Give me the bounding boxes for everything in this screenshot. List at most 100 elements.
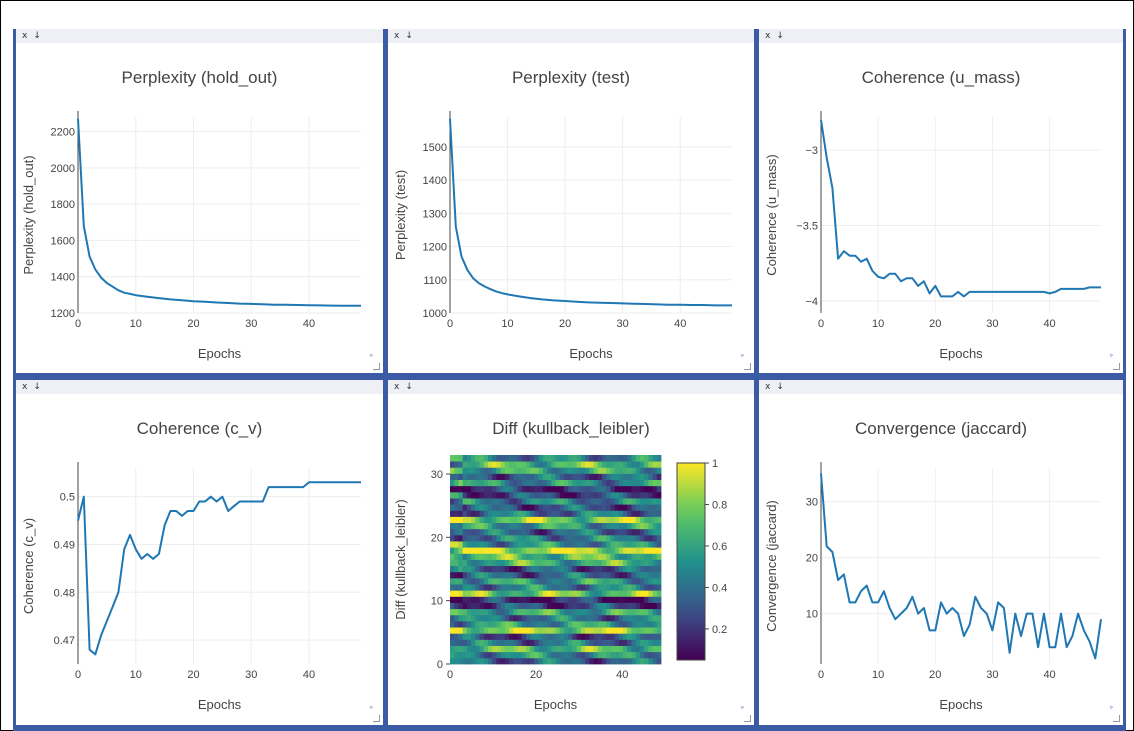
heatmap-cell: [492, 553, 497, 560]
heatmap-cell: [483, 485, 489, 493]
heatmap-cell: [555, 516, 561, 524]
heatmap-cell: [534, 559, 540, 567]
heatmap-cell: [631, 467, 637, 474]
heatmap-cell: [618, 571, 624, 579]
heatmap-cell: [563, 559, 569, 567]
heatmap-cell: [656, 547, 662, 554]
y-tick-label: −4: [805, 296, 818, 308]
heatmap-cell: [517, 473, 523, 480]
heatmap-cell: [623, 534, 628, 542]
heatmap-cell: [500, 571, 506, 579]
heatmap-cell: [551, 516, 556, 524]
heatmap-cell: [454, 565, 459, 573]
heatmap-cell: [614, 639, 620, 646]
heatmap-cell: [580, 553, 586, 560]
heatmap-cell: [542, 534, 548, 542]
pin-icon[interactable]: ↓: [776, 382, 784, 392]
heatmap-cell: [572, 473, 577, 480]
heatmap-cell: [555, 510, 561, 517]
heatmap-cell: [479, 620, 485, 628]
x-tick-label: 10: [130, 669, 142, 681]
close-icon[interactable]: x: [22, 31, 28, 41]
heatmap-cell: [623, 516, 628, 524]
close-icon[interactable]: x: [22, 382, 28, 392]
heatmap-cell: [652, 510, 658, 517]
resize-handle[interactable]: [1113, 715, 1120, 722]
resize-handle[interactable]: [373, 715, 380, 722]
resize-handle[interactable]: [1113, 363, 1120, 370]
pin-icon[interactable]: ↓: [776, 31, 784, 41]
heatmap-cell: [504, 479, 510, 487]
close-icon[interactable]: x: [765, 31, 771, 41]
heatmap-cell: [525, 479, 531, 487]
resize-handle[interactable]: [744, 363, 751, 370]
heatmap-cell: [462, 461, 468, 468]
heatmap-cell: [487, 620, 493, 628]
close-icon[interactable]: x: [765, 382, 771, 392]
heatmap-cell: [517, 553, 523, 560]
heatmap-cell: [648, 620, 653, 628]
heatmap-cell: [534, 498, 540, 505]
heatmap-cell: [631, 455, 637, 462]
heatmap-cell: [631, 620, 637, 628]
heatmap-cell: [509, 596, 514, 603]
heatmap-cell: [551, 639, 556, 646]
heatmap-cell: [471, 522, 476, 530]
heatmap-cell: [639, 633, 645, 640]
heatmap-cell: [555, 651, 561, 659]
heatmap-cell: [454, 627, 459, 634]
heatmap-cell: [656, 614, 662, 622]
heatmap-cell: [589, 528, 594, 536]
heatmap-cell: [563, 473, 569, 480]
resize-handle[interactable]: [744, 715, 751, 722]
resize-handle[interactable]: [373, 363, 380, 370]
y-tick-label: 1100: [423, 275, 447, 287]
heatmap-cell: [618, 455, 624, 462]
heatmap-cell: [618, 596, 624, 603]
pin-icon[interactable]: ↓: [405, 31, 413, 41]
heatmap-cell: [614, 584, 620, 591]
heatmap-cell: [614, 473, 620, 480]
heatmap-cell: [644, 614, 649, 622]
close-icon[interactable]: x: [394, 382, 400, 392]
heatmap-cell: [656, 627, 662, 634]
heatmap-cell: [589, 455, 594, 462]
heatmap-cell: [572, 614, 577, 622]
heatmap-cell: [648, 553, 653, 560]
heatmap-cell: [471, 633, 476, 640]
heatmap-cell: [589, 590, 594, 597]
heatmap-cell: [618, 528, 624, 536]
pin-icon[interactable]: ↓: [33, 382, 41, 392]
heatmap-cell: [534, 608, 540, 616]
x-tick-label: 10: [872, 318, 884, 330]
y-axis-label: Coherence (c_v): [21, 518, 36, 614]
heatmap-cell: [576, 602, 582, 610]
heatmap-cell: [483, 565, 489, 573]
heatmap-cell: [483, 596, 489, 603]
pin-icon[interactable]: ↓: [405, 382, 413, 392]
heatmap-cell: [466, 498, 472, 505]
heatmap-cell: [597, 528, 603, 536]
heatmap-cell: [627, 627, 632, 634]
heatmap-cell: [589, 639, 594, 646]
heatmap-cell: [593, 608, 599, 616]
heatmap-cell: [580, 590, 586, 597]
close-icon[interactable]: x: [394, 31, 400, 41]
heatmap-cell: [635, 565, 641, 573]
heatmap-cell: [542, 473, 548, 480]
heatmap-cell: [454, 577, 459, 585]
heatmap-cell: [568, 473, 573, 480]
heatmap-cell: [500, 651, 506, 659]
heatmap-cell: [517, 491, 523, 499]
heatmap-cell: [530, 528, 535, 536]
heatmap-cell: [572, 547, 577, 554]
heatmap-cell: [563, 657, 569, 665]
pin-icon[interactable]: ↓: [33, 31, 41, 41]
heatmap-cell: [462, 547, 468, 554]
heatmap-cell: [547, 620, 552, 628]
heatmap-cell: [462, 577, 468, 585]
heatmap-cell: [589, 627, 594, 634]
heatmap-cell: [496, 528, 502, 536]
heatmap-cell: [606, 491, 611, 499]
heatmap-cell: [606, 485, 611, 493]
